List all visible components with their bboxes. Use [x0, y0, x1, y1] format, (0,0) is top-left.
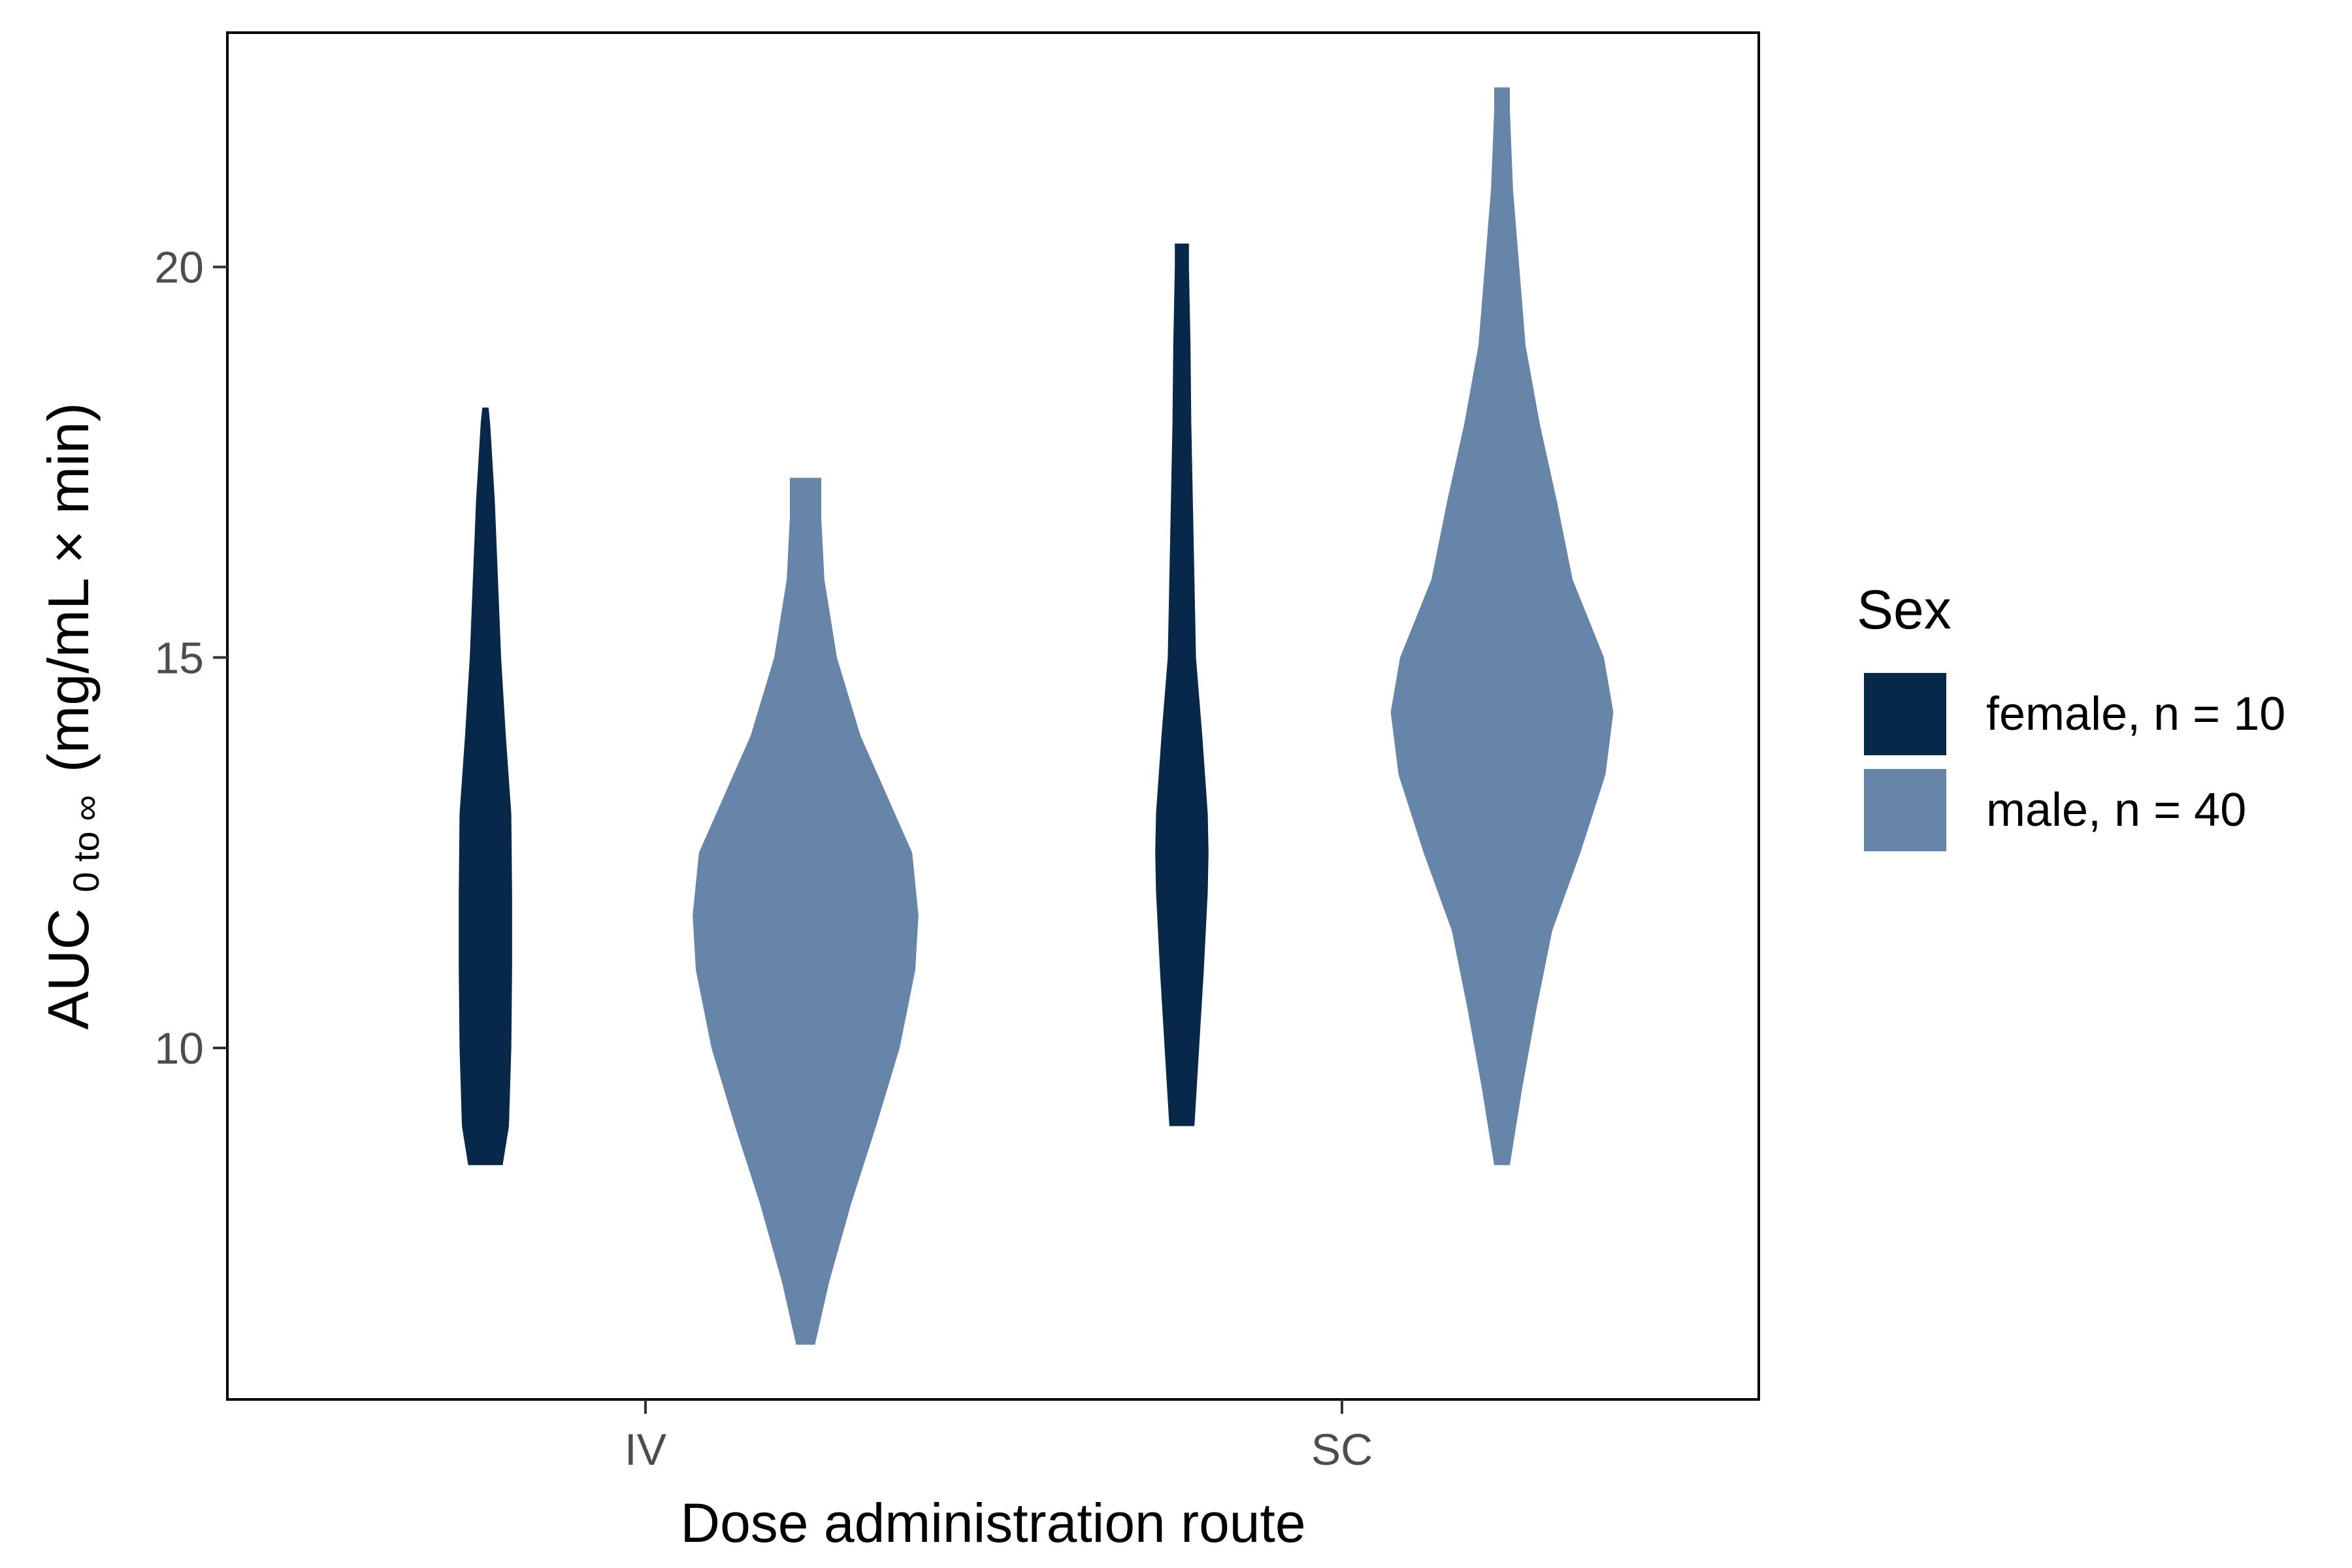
y-axis: 10 15 20 — [154, 243, 227, 1073]
y-tick-label: 10 — [154, 1024, 204, 1073]
legend-label-female: female, n = 10 — [1986, 688, 2285, 740]
y-axis-title-main: AUC — [36, 908, 101, 1030]
legend-items: female, n = 10 male, n = 40 — [1864, 673, 2285, 851]
x-tick-label: SC — [1311, 1425, 1373, 1475]
legend-label-male: male, n = 40 — [1986, 784, 2246, 836]
x-tick-label: IV — [625, 1425, 667, 1475]
legend: Sex female, n = 10 male, n = 40 — [1857, 579, 2285, 851]
y-axis-title-subscript: 0 to ∞ — [65, 795, 106, 892]
violin-male-sc — [1390, 87, 1614, 1166]
legend-swatch-male — [1864, 769, 1946, 851]
x-axis-title: Dose administration route — [680, 1492, 1305, 1554]
x-axis: IV SC — [625, 1399, 1373, 1475]
y-tick-label: 15 — [154, 633, 204, 683]
plot-panel-border — [226, 31, 1760, 1401]
y-tick-label: 20 — [154, 243, 204, 293]
violin-female-iv — [459, 407, 512, 1166]
legend-swatch-female — [1864, 673, 1946, 755]
violin-female-sc — [1155, 243, 1209, 1126]
y-axis-title: AUC 0 to ∞ (mg/mL × min) — [36, 402, 111, 1030]
legend-title: Sex — [1857, 579, 1952, 640]
violins-layer — [459, 87, 1614, 1345]
y-axis-title-unit: (mg/mL × min) — [36, 402, 101, 772]
violin-male-iv — [693, 478, 919, 1345]
